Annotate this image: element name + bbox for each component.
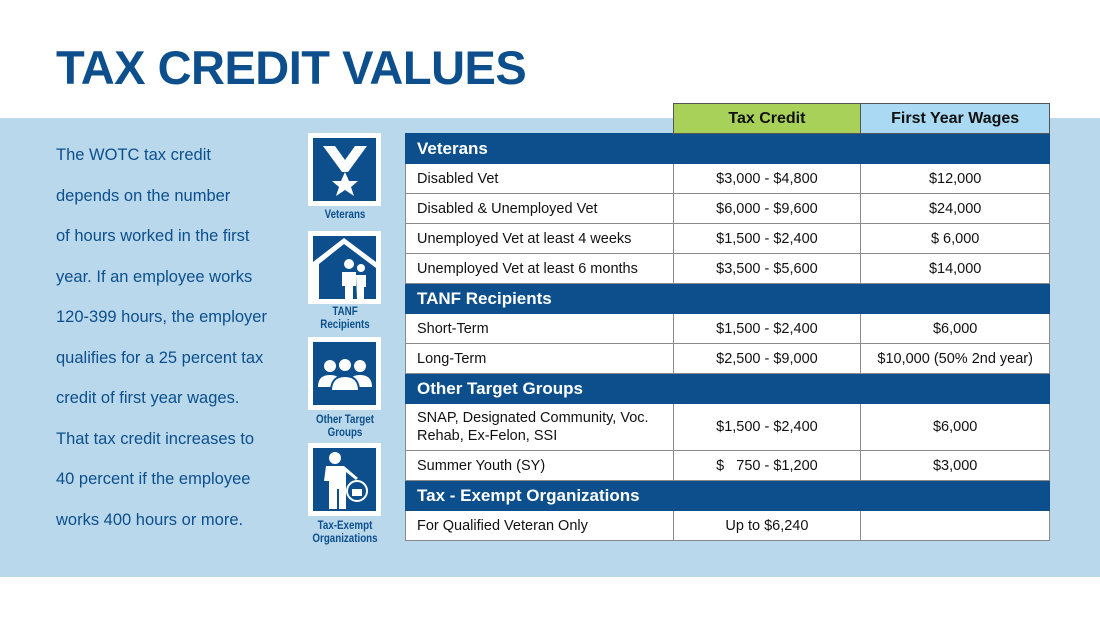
wages-cell	[860, 510, 1050, 541]
table-row: Unemployed Vet at least 6 months $3,500 -…	[405, 253, 1050, 284]
intro-line: That tax credit increases to	[56, 429, 255, 448]
wages-cell: $10,000 (50% 2nd year)	[860, 343, 1050, 374]
wages-cell: $6,000	[860, 403, 1050, 451]
group-cell: Long-Term	[405, 343, 674, 374]
tax-credit-cell: $6,000 - $9,600	[672, 193, 862, 224]
organization-person-icon	[308, 443, 381, 516]
group-cell: Disabled & Unemployed Vet	[405, 193, 674, 224]
header-row: Tax Credit First Year Wages	[406, 103, 1050, 134]
veterans-medal-icon	[308, 133, 381, 206]
table-row: SNAP, Designated Community, Voc. Rehab, …	[405, 403, 1050, 451]
intro-line: credit of first year wages.	[56, 389, 240, 407]
intro-line: 40 percent if the employee	[56, 470, 251, 488]
tax-credit-cell: $1,500 - $2,400	[672, 403, 862, 451]
table-row: Unemployed Vet at least 4 weeks $1,500 - …	[405, 223, 1050, 254]
section-header: Other Target Groups	[405, 373, 1050, 404]
icon-label: TANF Recipients	[320, 306, 370, 331]
intro-line: 120-399 hours, the employer	[56, 308, 267, 326]
tax-credit-cell: $3,000 - $4,800	[672, 163, 862, 194]
intro-line: depends on the number	[56, 186, 231, 205]
tax-credit-cell: $ 750 - $1,200	[672, 450, 862, 481]
wages-cell: $ 6,000	[860, 223, 1050, 254]
tax-credit-header: Tax Credit	[672, 103, 862, 134]
section-title: TANF Recipients	[405, 283, 1050, 314]
page-title: TAX CREDIT VALUES	[56, 41, 527, 94]
intro-text: The WOTC tax credit depends on the number…	[56, 135, 301, 540]
section-title: Tax - Exempt Organizations	[405, 480, 1050, 511]
group-cell: For Qualified Veteran Only	[405, 510, 674, 541]
group-cell: SNAP, Designated Community, Voc. Rehab, …	[405, 403, 674, 451]
wages-cell: $12,000	[860, 163, 1050, 194]
icon-label: Veterans	[324, 209, 366, 221]
section-title: Veterans	[405, 133, 1050, 164]
wages-cell: $14,000	[860, 253, 1050, 284]
table-row: Disabled & Unemployed Vet $6,000 - $9,600…	[405, 193, 1050, 224]
wages-cell: $6,000	[860, 313, 1050, 344]
icon-label: Tax-Exempt Organizations	[312, 520, 378, 545]
table-row: Disabled Vet $3,000 - $4,800 $12,000	[405, 163, 1050, 194]
group-cell: Short-Term	[405, 313, 674, 344]
tax-credit-cell: $3,500 - $5,600	[672, 253, 862, 284]
icon-label: Other Target Groups	[316, 414, 374, 439]
intro-line: of hours worked in the first	[56, 227, 250, 245]
table-row: Summer Youth (SY) $ 750 - $1,200 $3,000	[405, 450, 1050, 481]
tanf-family-house-icon	[308, 231, 381, 304]
group-cell: Summer Youth (SY)	[405, 450, 674, 481]
table-row: Long-Term $2,500 - $9,000 $10,000 (50% 2nd…	[405, 343, 1050, 374]
first-year-wages-header: First Year Wages	[860, 103, 1050, 134]
tax-credit-cell: $2,500 - $9,000	[672, 343, 862, 374]
tax-credit-cell: $1,500 - $2,400	[672, 313, 862, 344]
intro-line: year. If an employee works	[56, 267, 253, 286]
section-header: TANF Recipients	[405, 283, 1050, 314]
wages-cell: $24,000	[860, 193, 1050, 224]
section-header: Veterans	[405, 133, 1050, 164]
group-cell: Unemployed Vet at least 4 weeks	[405, 223, 674, 254]
section-title: Other Target Groups	[405, 373, 1050, 404]
intro-line: qualifies for a 25 percent tax	[56, 348, 264, 367]
intro-line: The WOTC tax credit	[56, 146, 211, 164]
section-header: Tax - Exempt Organizations	[405, 480, 1050, 511]
intro-line: works 400 hours or more.	[56, 510, 244, 529]
table-row: Short-Term $1,500 - $2,400 $6,000	[405, 313, 1050, 344]
group-cell: Unemployed Vet at least 6 months	[405, 253, 674, 284]
wages-cell: $3,000	[860, 450, 1050, 481]
tax-credit-cell: $1,500 - $2,400	[672, 223, 862, 254]
group-people-icon	[308, 337, 381, 410]
table-row: For Qualified Veteran Only Up to $6,240	[405, 510, 1050, 541]
tax-credit-table: Tax Credit First Year Wages Veterans Disa…	[405, 103, 1050, 541]
group-cell: Disabled Vet	[405, 163, 674, 194]
tax-credit-cell: Up to $6,240	[672, 510, 862, 541]
